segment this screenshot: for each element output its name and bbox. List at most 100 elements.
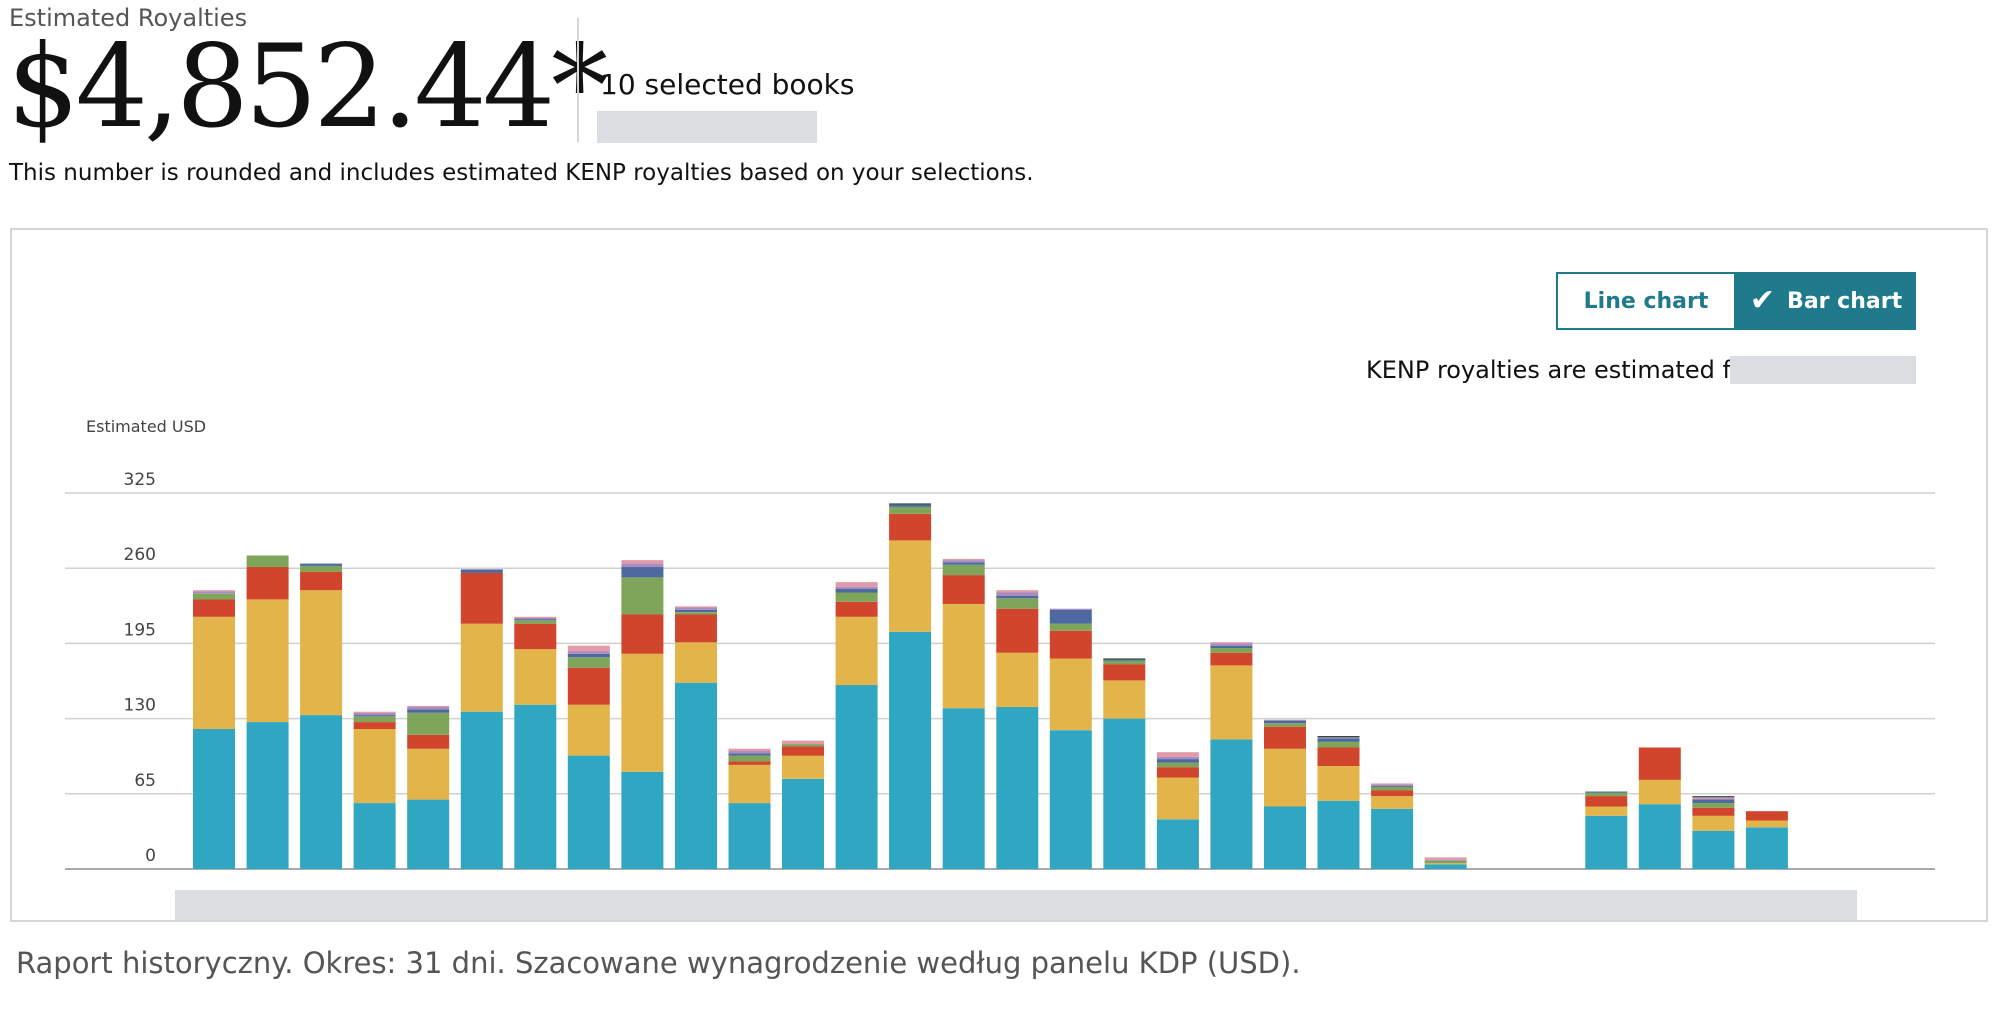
bar-segment[interactable] (1103, 664, 1146, 681)
bar-segment[interactable] (567, 645, 610, 652)
bar-segment[interactable] (1264, 748, 1306, 807)
bar-segment[interactable] (514, 617, 557, 620)
bar-segment[interactable] (407, 705, 450, 708)
bar-segment[interactable] (1638, 747, 1681, 780)
bar-segment[interactable] (1745, 827, 1788, 869)
bar-segment[interactable] (1424, 860, 1467, 864)
bar-day-11[interactable] (728, 748, 771, 869)
bar-segment[interactable] (353, 722, 396, 729)
bar-segment[interactable] (782, 778, 824, 869)
bar-segment[interactable] (514, 619, 557, 621)
bar-segment[interactable] (407, 748, 450, 800)
bar-segment[interactable] (193, 616, 235, 729)
bar-segment[interactable] (835, 685, 878, 869)
bar-segment[interactable] (621, 577, 664, 615)
bar-segment[interactable] (942, 562, 985, 565)
bar-day-8[interactable] (567, 645, 610, 869)
bar-chart-button[interactable]: ✔ Bar chart (1736, 272, 1916, 330)
bar-segment[interactable] (782, 744, 824, 747)
bar-day-2[interactable] (246, 555, 289, 870)
bar-segment[interactable] (193, 591, 235, 594)
bar-segment[interactable] (996, 608, 1039, 653)
bar-day-28[interactable] (1638, 747, 1681, 870)
bar-day-13[interactable] (835, 582, 878, 869)
bar-segment[interactable] (996, 652, 1039, 708)
bar-segment[interactable] (1264, 806, 1306, 870)
bar-segment[interactable] (1638, 779, 1681, 805)
bar-day-9[interactable] (621, 560, 664, 869)
bar-segment[interactable] (889, 631, 932, 869)
bar-day-18[interactable] (1103, 658, 1146, 869)
bar-segment[interactable] (1103, 680, 1146, 719)
bar-segment[interactable] (1585, 791, 1628, 793)
bar-segment[interactable] (1424, 859, 1467, 861)
bar-segment[interactable] (728, 753, 771, 756)
bar-segment[interactable] (1264, 723, 1306, 727)
bar-segment[interactable] (1210, 652, 1253, 666)
bar-segment[interactable] (942, 604, 985, 709)
bar-segment[interactable] (621, 560, 664, 564)
bar-day-5[interactable] (407, 705, 450, 869)
bar-segment[interactable] (1371, 796, 1414, 809)
bar-segment[interactable] (1371, 784, 1414, 786)
bar-segment[interactable] (567, 755, 610, 869)
bar-segment[interactable] (1585, 792, 1628, 797)
bar-segment[interactable] (1210, 642, 1253, 644)
bar-segment[interactable] (1317, 738, 1360, 742)
bar-segment[interactable] (567, 651, 610, 654)
bar-segment[interactable] (300, 571, 343, 591)
bar-segment[interactable] (1210, 665, 1253, 740)
bar-segment[interactable] (1264, 726, 1306, 749)
bar-segment[interactable] (782, 740, 824, 745)
bar-segment[interactable] (835, 601, 878, 617)
bar-segment[interactable] (728, 755, 771, 762)
bar-segment[interactable] (1585, 815, 1628, 869)
bar-segment[interactable] (514, 616, 557, 618)
bar-segment[interactable] (353, 803, 396, 869)
bar-segment[interactable] (1692, 798, 1735, 800)
bar-segment[interactable] (1371, 785, 1414, 787)
bar-day-6[interactable] (460, 569, 503, 869)
bar-segment[interactable] (1371, 808, 1414, 869)
bar-segment[interactable] (193, 593, 235, 600)
bar-segment[interactable] (460, 569, 503, 573)
bar-day-29[interactable] (1692, 796, 1735, 869)
bar-segment[interactable] (1156, 767, 1199, 778)
bar-segment[interactable] (1049, 623, 1092, 631)
bar-segment[interactable] (621, 653, 664, 772)
bar-day-15[interactable] (942, 558, 985, 869)
bar-segment[interactable] (1692, 830, 1735, 869)
bar-segment[interactable] (1371, 783, 1414, 785)
bar-segment[interactable] (567, 667, 610, 705)
bar-segment[interactable] (193, 729, 235, 869)
bar-segment[interactable] (996, 592, 1039, 597)
bar-segment[interactable] (567, 657, 610, 668)
bar-segment[interactable] (1156, 762, 1199, 768)
bar-segment[interactable] (621, 614, 664, 654)
bar-segment[interactable] (1210, 648, 1253, 653)
bar-day-20[interactable] (1210, 642, 1253, 869)
bar-segment[interactable] (835, 582, 878, 587)
bar-day-4[interactable] (353, 711, 396, 869)
bar-segment[interactable] (996, 598, 1039, 609)
bar-segment[interactable] (675, 607, 717, 610)
bar-segment[interactable] (246, 599, 289, 722)
bar-segment[interactable] (246, 567, 289, 600)
bar-segment[interactable] (567, 653, 610, 658)
bar-segment[interactable] (728, 751, 771, 754)
bar-segment[interactable] (942, 558, 985, 561)
bar-segment[interactable] (567, 704, 610, 756)
bar-segment[interactable] (460, 623, 503, 712)
bar-segment[interactable] (1692, 799, 1735, 804)
bar-segment[interactable] (1317, 800, 1360, 869)
bar-segment[interactable] (1371, 786, 1414, 791)
bar-segment[interactable] (300, 715, 343, 869)
bar-segment[interactable] (1210, 739, 1253, 869)
bar-segment[interactable] (460, 711, 503, 869)
bar-segment[interactable] (514, 623, 557, 650)
bar-segment[interactable] (1049, 730, 1092, 869)
bar-segment[interactable] (514, 649, 557, 705)
bar-segment[interactable] (889, 513, 932, 541)
bar-segment[interactable] (1049, 658, 1092, 731)
bar-segment[interactable] (1692, 807, 1735, 816)
